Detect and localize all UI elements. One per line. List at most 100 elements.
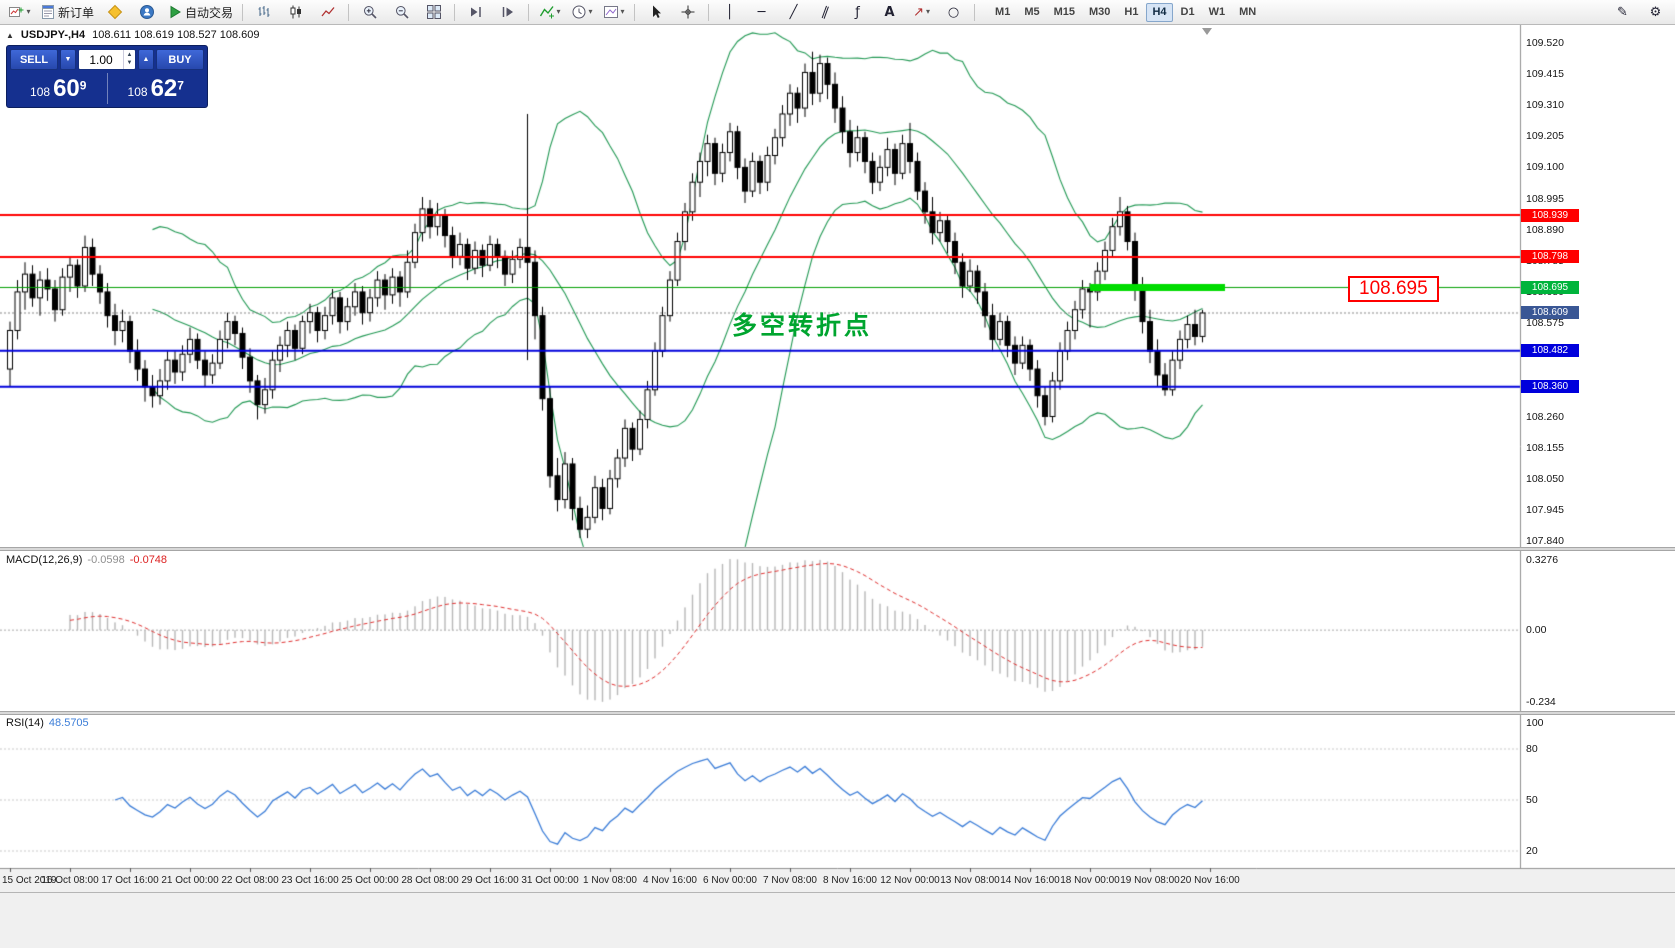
toolbar-separator — [454, 3, 456, 21]
candlestick-chart-icon — [288, 4, 304, 20]
buy-button[interactable]: BUY — [156, 49, 204, 70]
settings-button[interactable]: ⚙ — [1640, 1, 1671, 24]
horizontal-line-icon: ─ — [757, 4, 766, 20]
price-line-label[interactable]: 108.695 — [1348, 276, 1439, 302]
new-order-icon — [40, 4, 56, 20]
zoom-in-icon — [362, 4, 378, 20]
timeframe-button-h4[interactable]: H4 — [1146, 2, 1173, 22]
gear-icon: ⚙ — [1649, 4, 1662, 20]
candlestick-chart-button[interactable] — [280, 1, 311, 24]
shapes-tool-button[interactable]: ○ — [938, 1, 969, 24]
metaeditor-icon — [107, 4, 123, 20]
timeframe-button-d1[interactable]: D1 — [1175, 3, 1201, 22]
toolbar-separator — [348, 3, 350, 21]
toolbar-separator — [974, 3, 976, 21]
zoom-in-button[interactable] — [354, 1, 385, 24]
zoom-out-button[interactable] — [386, 1, 417, 24]
one-click-toggle[interactable]: ▲ — [6, 30, 14, 40]
price-axis-tick: 107.840 — [1526, 535, 1564, 548]
chart-symbol-label: USDJPY-,H4 — [20, 29, 86, 41]
line-chart-button[interactable] — [312, 1, 343, 24]
text-tool-button[interactable]: A — [874, 1, 905, 24]
timeframe-button-h1[interactable]: H1 — [1118, 3, 1144, 22]
toolbar: ▾ 新订单 自动交易 — [0, 0, 1675, 25]
horizontal-line-button[interactable]: ─ — [746, 1, 777, 24]
axis-price-box[interactable]: 108.360 — [1521, 380, 1579, 394]
channel-button[interactable]: ∥ — [810, 1, 841, 24]
timeframe-button-w1[interactable]: W1 — [1203, 3, 1232, 22]
tile-windows-icon — [426, 4, 442, 20]
autotrading-play-icon — [167, 4, 183, 20]
autotrading-button[interactable]: 自动交易 — [163, 1, 237, 24]
edit-button[interactable]: ✎ — [1607, 1, 1638, 24]
time-axis-label: 17 Oct 16:00 — [101, 875, 159, 886]
toolbar-separator — [634, 3, 636, 21]
sell-price[interactable]: 108 609 — [10, 73, 107, 104]
scroll-to-end-button[interactable] — [460, 1, 491, 24]
buy-dropdown-button[interactable]: ▲ — [138, 49, 154, 70]
status-bar — [0, 892, 1675, 948]
vertical-line-button[interactable]: │ — [714, 1, 745, 24]
rsi-axis-tick: 20 — [1526, 845, 1538, 857]
axis-price-box[interactable]: 108.609 — [1521, 306, 1579, 320]
tile-windows-button[interactable] — [418, 1, 449, 24]
volume-field: ▲▼ — [78, 49, 136, 70]
chart-annotation[interactable]: 多空转折点 — [732, 311, 873, 340]
buy-price[interactable]: 108 627 — [106, 73, 205, 104]
sell-price-sup: 9 — [79, 78, 87, 93]
timeframe-button-m15[interactable]: M15 — [1048, 3, 1081, 22]
rsi-value: 48.5705 — [48, 717, 89, 729]
time-axis-label: 12 Nov 00:00 — [880, 875, 940, 886]
time-axis-label: 16 Oct 08:00 — [41, 875, 99, 886]
bar-chart-button[interactable] — [248, 1, 279, 24]
volume-input[interactable] — [79, 52, 123, 67]
sell-dropdown-button[interactable]: ▼ — [60, 49, 76, 70]
fibonacci-button[interactable]: ƒ — [842, 1, 873, 24]
time-axis-label: 15 Oct 2019 — [2, 875, 57, 886]
new-chart-button[interactable]: ▾ — [4, 1, 35, 24]
price-axis-tick: 107.945 — [1526, 503, 1564, 516]
timeframe-button-m1[interactable]: M1 — [989, 3, 1016, 22]
new-order-button[interactable]: 新订单 — [36, 1, 98, 24]
periods-button[interactable]: ▾ — [566, 1, 597, 24]
chevron-down-icon: ▼ — [64, 56, 72, 63]
community-button[interactable] — [131, 1, 162, 24]
macd-axis-tick: 0.00 — [1526, 624, 1547, 637]
vertical-line-icon: │ — [725, 4, 734, 20]
trendline-button[interactable]: ╱ — [778, 1, 809, 24]
chevron-up-icon: ▲ — [126, 51, 133, 58]
indicators-icon — [539, 4, 555, 20]
buy-price-sup: 7 — [177, 78, 184, 93]
indicators-button[interactable]: ▾ — [534, 1, 565, 24]
line-chart-icon — [320, 4, 336, 20]
chart-shift-button[interactable] — [492, 1, 523, 24]
buy-price-big: 62 — [150, 75, 178, 102]
volume-stepper[interactable]: ▲ ▼ — [123, 50, 135, 69]
crosshair-button[interactable] — [672, 1, 703, 24]
timeframe-button-mn[interactable]: MN — [1233, 3, 1262, 22]
new-chart-icon — [8, 4, 24, 20]
price-axis-tick: 109.100 — [1526, 161, 1564, 174]
metaeditor-button[interactable] — [99, 1, 130, 24]
price-axis-tick: 108.260 — [1526, 410, 1564, 423]
chart-shift-marker[interactable] — [1202, 28, 1212, 35]
timeframe-button-m30[interactable]: M30 — [1083, 3, 1116, 22]
axis-price-box[interactable]: 108.482 — [1521, 344, 1579, 358]
time-axis-label: 29 Oct 16:00 — [461, 875, 519, 886]
pencil-icon: ✎ — [1617, 4, 1628, 20]
panel-splitter[interactable] — [0, 547, 1675, 551]
arrows-tool-button[interactable]: ↗ ▾ — [906, 1, 937, 24]
toolbar-separator — [708, 3, 710, 21]
timeframe-button-m5[interactable]: M5 — [1018, 3, 1045, 22]
time-axis-label: 28 Oct 08:00 — [401, 875, 459, 886]
axis-price-box[interactable]: 108.695 — [1521, 280, 1579, 294]
chart-ohlc-label: 108.611 108.619 108.527 108.609 — [92, 29, 260, 41]
sell-button[interactable]: SELL — [10, 49, 58, 70]
cursor-button[interactable] — [640, 1, 671, 24]
axis-price-box[interactable]: 108.939 — [1521, 208, 1579, 222]
templates-button[interactable]: ▾ — [598, 1, 629, 24]
panel-splitter[interactable] — [0, 711, 1675, 715]
chart-canvas[interactable] — [0, 25, 1675, 892]
axis-price-box[interactable]: 108.798 — [1521, 250, 1579, 264]
time-axis-label: 13 Nov 08:00 — [940, 875, 1000, 886]
